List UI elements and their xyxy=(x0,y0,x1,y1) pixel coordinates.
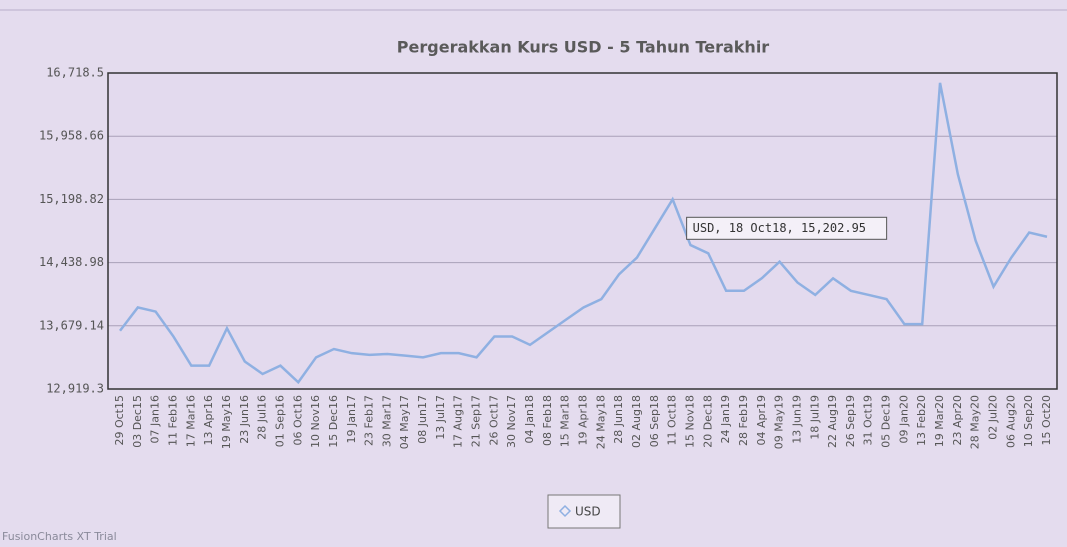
x-tick-label: 11 Feb16 xyxy=(166,395,179,446)
y-tick-label: 13,679.14 xyxy=(39,318,104,332)
y-tick-label: 16,718.5 xyxy=(46,66,104,80)
x-tick-label: 04 May17 xyxy=(398,395,411,449)
plot-area xyxy=(108,73,1057,389)
x-tick-label: 28 May20 xyxy=(969,395,982,449)
x-tick-label: 06 Aug20 xyxy=(1004,395,1017,448)
x-tick-label: 06 Oct16 xyxy=(291,395,304,446)
x-tick-label: 15 Mar18 xyxy=(559,395,572,447)
x-tick-label: 06 Sep18 xyxy=(648,395,661,447)
x-tick-label: 31 Oct19 xyxy=(862,395,875,446)
y-tick-label: 15,198.82 xyxy=(39,192,104,206)
x-tick-label: 09 Jan20 xyxy=(897,395,910,443)
x-tick-label: 23 Jun16 xyxy=(238,395,251,444)
x-tick-label: 23 Apr20 xyxy=(951,395,964,446)
x-tick-label: 04 Jan18 xyxy=(523,395,536,443)
x-tick-label: 21 Sep17 xyxy=(470,395,483,447)
x-tick-label: 11 Oct18 xyxy=(666,395,679,446)
legend-label: USD xyxy=(575,505,601,519)
x-tick-label: 04 Apr19 xyxy=(755,395,768,446)
x-tick-label: 15 Dec16 xyxy=(327,395,340,448)
chart-title: Pergerakkan Kurs USD - 5 Tahun Terakhir xyxy=(397,38,770,57)
x-tick-label: 13 Jun19 xyxy=(790,395,803,444)
x-tick-label: 08 Jun17 xyxy=(416,395,429,444)
x-tick-label: 29 Oct15 xyxy=(113,395,126,446)
x-tick-label: 30 Nov17 xyxy=(505,395,518,448)
x-tick-label: 01 Sep16 xyxy=(273,395,286,447)
x-tick-label: 19 May16 xyxy=(220,395,233,449)
x-tick-label: 19 Apr18 xyxy=(577,395,590,446)
x-tick-label: 17 Aug17 xyxy=(452,395,465,448)
x-tick-label: 20 Dec18 xyxy=(701,395,714,448)
y-tick-label: 15,958.66 xyxy=(39,129,104,143)
x-tick-label: 28 Jun18 xyxy=(612,395,625,444)
y-tick-label: 14,438.98 xyxy=(39,255,104,269)
x-tick-label: 13 Jul17 xyxy=(434,395,447,440)
x-tick-label: 18 Jul19 xyxy=(808,395,821,440)
x-tick-label: 24 May18 xyxy=(594,395,607,449)
x-tick-label: 15 Nov18 xyxy=(683,395,696,448)
x-tick-label: 15 Oct20 xyxy=(1040,395,1053,446)
x-tick-label: 26 Sep19 xyxy=(844,395,857,447)
x-tick-label: 19 Mar20 xyxy=(933,395,946,447)
x-tick-label: 10 Sep20 xyxy=(1022,395,1035,447)
x-tick-label: 26 Oct17 xyxy=(487,395,500,446)
x-tick-label: 13 Apr16 xyxy=(202,395,215,446)
x-tick-label: 07 Jan16 xyxy=(149,395,162,443)
chart: Pergerakkan Kurs USD - 5 Tahun Terakhir … xyxy=(0,0,1067,543)
x-tick-label: 24 Jan19 xyxy=(719,395,732,443)
x-tick-label: 09 May19 xyxy=(773,395,786,449)
x-tick-label: 05 Dec19 xyxy=(880,395,893,448)
x-tick-label: 23 Feb17 xyxy=(363,395,376,446)
x-tick-label: 03 Dec15 xyxy=(131,395,144,448)
x-tick-label: 22 Aug19 xyxy=(826,395,839,448)
x-tick-label: 28 Jul16 xyxy=(256,395,269,440)
x-tick-label: 13 Feb20 xyxy=(915,395,928,446)
tooltip: USD, 18 Oct18, 15,202.95 xyxy=(693,221,866,235)
x-tick-label: 28 Feb19 xyxy=(737,395,750,446)
x-tick-label: 30 Mar17 xyxy=(380,395,393,447)
x-tick-label: 17 Mar16 xyxy=(184,395,197,447)
x-tick-label: 19 Jan17 xyxy=(345,395,358,443)
y-tick-label: 12,919.3 xyxy=(46,382,104,396)
footer: FusionCharts XT Trial xyxy=(2,530,117,543)
x-tick-label: 02 Jul20 xyxy=(987,395,1000,440)
x-tick-label: 08 Feb18 xyxy=(541,395,554,446)
x-tick-label: 10 Nov16 xyxy=(309,395,322,448)
x-tick-label: 02 Aug18 xyxy=(630,395,643,448)
